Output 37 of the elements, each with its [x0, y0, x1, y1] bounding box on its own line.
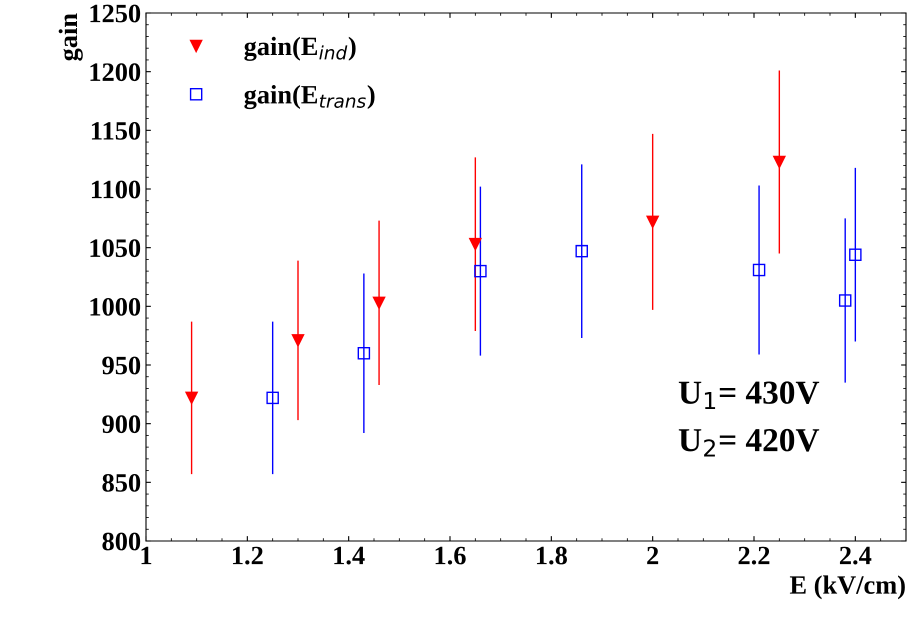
- x-tick-label: 1: [142, 546, 152, 564]
- point: [646, 216, 659, 228]
- point: [838, 294, 852, 307]
- x-tick-label: 1.6: [436, 546, 466, 565]
- y-tick-label: 1100: [92, 180, 140, 198]
- point: [469, 238, 482, 250]
- x-tick-label: 2: [647, 546, 658, 564]
- y-tick-label: 1050: [90, 239, 140, 258]
- x-tick-label: 1.2: [232, 546, 263, 565]
- point: [773, 156, 786, 168]
- point: [185, 392, 198, 404]
- x-tick-label: 2.2: [738, 546, 770, 565]
- y-tick-label: 950: [102, 356, 140, 374]
- y-tick-label: 1150: [92, 122, 140, 140]
- point: [474, 264, 487, 278]
- y-tick-label: 850: [102, 474, 140, 492]
- legend-label: gain(E$_{trans}$): [244, 85, 375, 110]
- point: [292, 334, 304, 347]
- annotation: U$_{1}$= 430V: [678, 381, 820, 410]
- y-tick-label: 1250: [90, 4, 140, 22]
- x-tick-label: 1.8: [536, 546, 567, 565]
- point: [358, 347, 370, 360]
- point: [849, 248, 862, 261]
- point: [372, 296, 386, 310]
- point: [575, 244, 588, 258]
- x-tick-label: 1.4: [334, 546, 365, 565]
- x-axis-title: E (kV/cm): [790, 575, 905, 600]
- y-tick-label: 800: [102, 532, 140, 550]
- y-axis-title: gain: [58, 13, 83, 61]
- point: [266, 392, 279, 404]
- y-tick-label: 900: [102, 415, 140, 434]
- y-tick-label: 1200: [90, 63, 140, 82]
- y-tick-label: 1000: [90, 298, 140, 316]
- annotation: U$_{2}$= 420V: [678, 428, 820, 457]
- point: [752, 264, 766, 276]
- legend-label: gain(E$_{ind}$): [244, 36, 356, 61]
- x-tick-label: 2.4: [840, 546, 872, 565]
